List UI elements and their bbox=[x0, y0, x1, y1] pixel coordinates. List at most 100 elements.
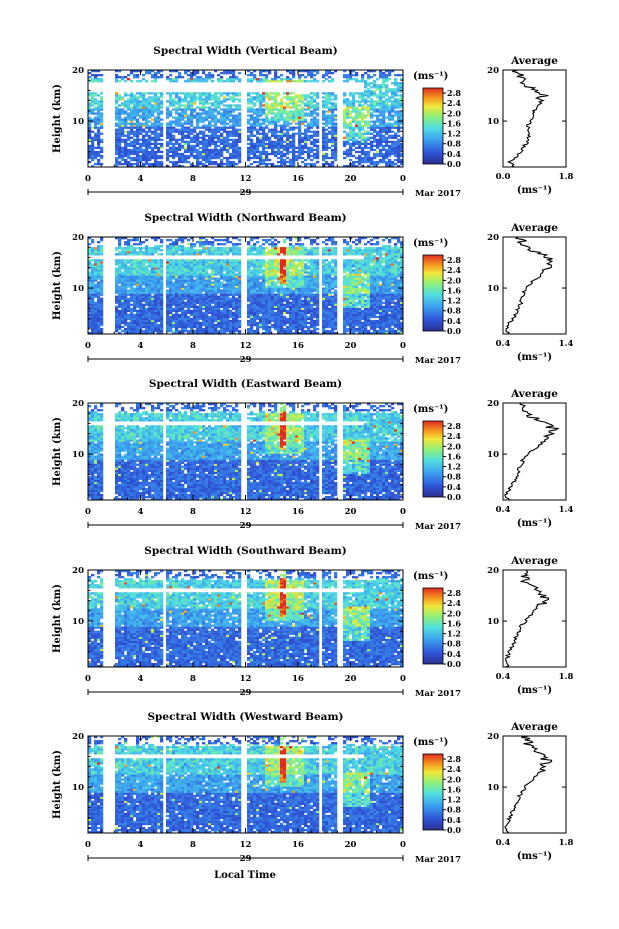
heatmap-cell bbox=[292, 126, 296, 129]
heatmap-cell bbox=[145, 303, 149, 306]
heatmap-cell bbox=[214, 265, 218, 268]
heatmap-cell bbox=[145, 251, 149, 254]
heatmap-cell bbox=[139, 287, 143, 290]
heatmap-cell bbox=[181, 315, 185, 319]
heatmap-cell bbox=[175, 120, 179, 123]
heatmap-cell bbox=[193, 301, 197, 304]
heatmap-cell bbox=[361, 150, 365, 154]
heatmap-cell bbox=[262, 148, 266, 152]
heatmap-cell bbox=[199, 323, 203, 327]
heatmap-cell bbox=[175, 271, 179, 274]
heatmap-cell bbox=[187, 275, 191, 278]
heatmap-cell bbox=[97, 297, 101, 300]
heatmap-cell bbox=[118, 299, 122, 302]
heatmap-cell bbox=[232, 289, 236, 292]
heatmap-cell bbox=[328, 138, 332, 141]
heatmap-cell bbox=[187, 277, 191, 280]
heatmap-cell bbox=[178, 122, 182, 125]
heatmap-cell bbox=[316, 102, 320, 105]
heatmap-cell bbox=[130, 281, 134, 284]
heatmap-cell bbox=[382, 106, 386, 109]
heatmap-cell bbox=[97, 317, 101, 321]
heatmap-cell bbox=[370, 82, 374, 85]
heatmap-cell bbox=[88, 309, 92, 313]
heatmap-cell bbox=[118, 275, 122, 278]
heatmap-cell bbox=[160, 138, 164, 141]
heatmap-cell bbox=[385, 136, 389, 139]
heatmap-cell bbox=[100, 108, 104, 111]
heatmap-cell bbox=[166, 130, 170, 133]
heatmap-cell bbox=[187, 259, 191, 262]
heatmap-cell bbox=[346, 98, 350, 101]
heatmap-cell bbox=[238, 138, 242, 141]
heatmap-cell bbox=[139, 156, 143, 160]
heatmap-cell bbox=[169, 251, 173, 254]
heatmap-cell bbox=[124, 315, 128, 319]
heatmap-cell bbox=[121, 162, 125, 166]
heatmap-cell bbox=[283, 102, 287, 105]
heatmap-cell bbox=[379, 160, 383, 164]
heatmap-cell bbox=[190, 102, 194, 105]
heatmap-cell bbox=[193, 283, 197, 286]
heatmap-cell bbox=[154, 309, 158, 313]
heatmap-cell bbox=[253, 92, 257, 95]
heatmap-cell bbox=[394, 126, 398, 129]
heatmap-cell bbox=[94, 108, 98, 111]
heatmap-cell bbox=[121, 156, 125, 160]
heatmap-cell bbox=[385, 142, 389, 146]
heatmap-cell bbox=[373, 154, 377, 158]
heatmap-cell bbox=[181, 247, 185, 250]
heatmap-cell bbox=[136, 76, 140, 79]
heatmap-cell bbox=[196, 72, 200, 75]
heatmap-cell bbox=[367, 152, 371, 156]
heatmap-cell bbox=[130, 253, 134, 256]
heatmap-cell bbox=[220, 283, 224, 286]
heatmap-cell bbox=[259, 106, 263, 109]
heatmap-cell bbox=[229, 130, 233, 133]
heatmap-cell bbox=[226, 307, 230, 310]
heatmap-cell bbox=[394, 152, 398, 156]
heatmap-cell bbox=[175, 285, 179, 288]
heatmap-cell bbox=[124, 146, 128, 150]
heatmap-cell bbox=[124, 305, 128, 308]
heatmap-cell bbox=[220, 327, 224, 331]
heatmap-cell bbox=[91, 70, 95, 73]
heatmap-cell bbox=[274, 106, 278, 109]
heatmap-cell bbox=[232, 122, 236, 125]
heatmap-cell bbox=[139, 297, 143, 300]
heatmap-cell bbox=[226, 275, 230, 278]
heatmap-cell bbox=[331, 72, 335, 75]
heatmap-cell bbox=[226, 305, 230, 308]
heatmap-cell bbox=[121, 291, 125, 294]
heatmap-cell bbox=[139, 158, 143, 162]
heatmap-cell bbox=[190, 164, 194, 168]
heatmap-cell bbox=[316, 138, 320, 141]
heatmap-cell bbox=[352, 110, 356, 113]
heatmap-cell bbox=[316, 118, 320, 121]
heatmap-cell bbox=[358, 92, 362, 95]
heatmap-cell bbox=[205, 76, 209, 79]
heatmap-cell bbox=[130, 247, 134, 250]
heatmap-cell bbox=[364, 82, 368, 85]
heatmap-cell bbox=[175, 239, 179, 242]
heatmap-cell bbox=[136, 313, 140, 317]
heatmap-cell bbox=[151, 287, 155, 290]
heatmap-cell bbox=[304, 132, 308, 135]
heatmap-cell bbox=[235, 122, 239, 125]
heatmap-cell bbox=[220, 134, 224, 137]
heatmap-cell bbox=[268, 96, 272, 99]
heatmap-cell bbox=[193, 243, 197, 246]
heatmap-cell bbox=[178, 239, 182, 242]
heatmap-cell bbox=[175, 307, 179, 310]
heatmap-cell bbox=[91, 319, 95, 323]
heatmap-cell bbox=[127, 243, 131, 246]
heatmap-cell bbox=[307, 96, 311, 99]
heatmap-cell bbox=[226, 130, 230, 133]
heatmap-cell bbox=[217, 148, 221, 152]
heatmap-cell bbox=[301, 122, 305, 125]
heatmap-cell bbox=[88, 281, 92, 284]
heatmap-cell bbox=[178, 158, 182, 162]
heatmap-cell bbox=[259, 144, 263, 148]
heatmap-cell bbox=[190, 249, 194, 252]
heatmap-cell bbox=[148, 142, 152, 146]
